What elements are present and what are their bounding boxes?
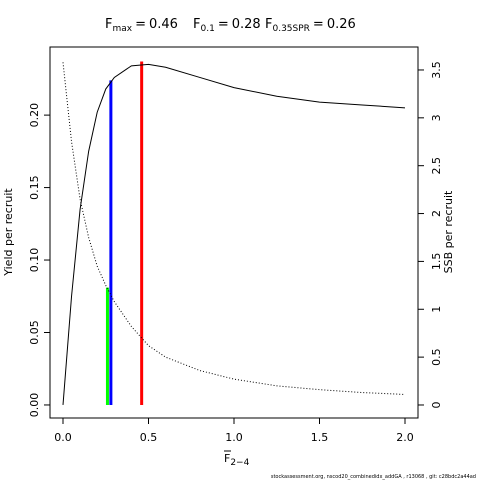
title-relation: = <box>313 17 324 32</box>
title-symbol: F <box>265 17 272 32</box>
x-tick-label: 0.0 <box>54 431 72 444</box>
title-subscript: 0.35SPR <box>272 24 309 34</box>
title-item: F0.35SPR = 0.26 <box>265 17 356 34</box>
x-axis-label: F2−4 <box>224 452 250 468</box>
title-relation: = <box>218 17 229 32</box>
y2-axis-label: SSB per recruit <box>442 190 455 273</box>
title-value: 0.28 <box>232 17 261 32</box>
x-label-subscript: 2−4 <box>230 458 249 468</box>
y2-tick-label: 0.5 <box>430 348 443 366</box>
y2-tick-label: 0 <box>430 401 443 408</box>
plot-frame <box>49 46 419 419</box>
title-relation: = <box>135 17 146 32</box>
y2-tick-label: 2 <box>430 210 443 217</box>
x-tick-label: 1.0 <box>225 431 243 444</box>
series-line <box>62 63 406 405</box>
title-value: 0.46 <box>149 17 178 32</box>
title-item: F0.1 = 0.28 <box>193 17 261 34</box>
y2-tick-label: 1.5 <box>430 253 443 271</box>
y2-tick-label: 3 <box>430 114 443 121</box>
y2-tick-label: 1 <box>430 306 443 313</box>
title-symbol: F <box>193 17 200 32</box>
y2-tick-label: 2.5 <box>430 157 443 175</box>
y-axis-label: Yield per recruit <box>2 188 15 277</box>
x-tick-label: 1.5 <box>311 431 329 444</box>
series-line <box>62 62 406 395</box>
x-tick-label: 0.5 <box>140 431 158 444</box>
title-value: 0.26 <box>327 17 356 32</box>
x-tick-label: 2.0 <box>396 431 414 444</box>
x-label-symbol: F <box>224 452 230 465</box>
title-subscript: 0.1 <box>200 24 214 34</box>
y-tick-label: 0.20 <box>28 103 41 128</box>
title-subscript: max <box>112 24 132 34</box>
title-symbol: F <box>105 17 112 32</box>
y2-tick-label: 3.5 <box>430 61 443 79</box>
y-tick-label: 0.05 <box>28 320 41 345</box>
title-item: Fmax = 0.46 <box>105 17 178 34</box>
y-tick-label: 0.15 <box>28 175 41 200</box>
y-tick-label: 0.00 <box>28 393 41 418</box>
footer: stockassessment.org, nscod20_combinedidx… <box>271 474 476 480</box>
y-tick-label: 0.10 <box>28 248 41 273</box>
